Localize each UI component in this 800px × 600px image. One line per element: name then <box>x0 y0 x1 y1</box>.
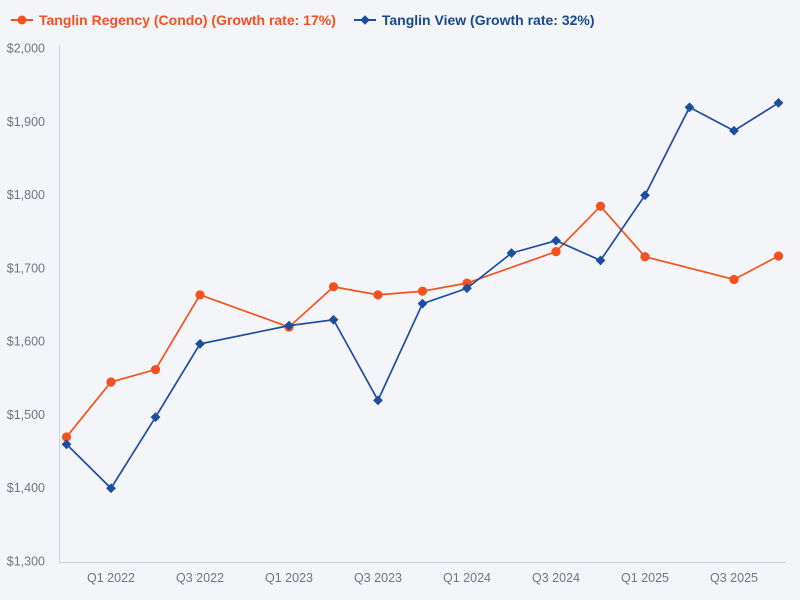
data-point-marker[interactable] <box>195 290 205 300</box>
data-point-marker[interactable] <box>684 102 695 113</box>
data-point-marker[interactable] <box>106 377 116 387</box>
data-point-marker[interactable] <box>417 298 428 309</box>
x-axis-tick-label: Q3 2022 <box>176 571 224 585</box>
y-axis-tick-label: $1,600 <box>7 335 45 349</box>
y-axis-tick-label: $1,400 <box>7 481 45 495</box>
y-axis-tick-label: $1,900 <box>7 115 45 129</box>
data-point-marker[interactable] <box>773 251 784 261</box>
data-point-marker[interactable] <box>640 252 650 262</box>
data-point-marker[interactable] <box>328 314 339 325</box>
x-axis-tick-label: Q3 2025 <box>710 571 758 585</box>
legend-item-tanglin-view[interactable]: Tanglin View (Growth rate: 32%) <box>353 10 595 30</box>
data-point-marker[interactable] <box>551 235 561 246</box>
line-circle-marker-icon <box>10 14 34 26</box>
y-axis-tick-label: $1,800 <box>7 188 45 202</box>
data-point-marker[interactable] <box>373 395 383 406</box>
series-line-0 <box>65 204 779 438</box>
x-axis-tick-label: Q3 2023 <box>354 571 402 585</box>
y-axis-tick-label: $1,300 <box>7 555 45 569</box>
x-axis-tick-label: Q1 2024 <box>443 571 491 585</box>
y-axis-tick-label: $2,000 <box>7 42 45 56</box>
line-diamond-marker-icon <box>353 14 377 26</box>
data-point-marker[interactable] <box>595 255 606 266</box>
series-line-1 <box>65 102 779 490</box>
chart-legend: Tanglin Regency (Condo) (Growth rate: 17… <box>10 10 595 30</box>
data-point-marker[interactable] <box>773 98 784 108</box>
data-point-marker[interactable] <box>328 282 339 292</box>
y-axis-tick-label: $1,500 <box>7 408 45 422</box>
data-point-marker[interactable] <box>506 248 517 258</box>
x-axis-tick-label: Q3 2024 <box>532 571 580 585</box>
data-point-marker[interactable] <box>595 201 606 211</box>
data-point-marker[interactable] <box>640 190 650 201</box>
x-axis-tick-label: Q1 2025 <box>621 571 669 585</box>
data-point-marker[interactable] <box>106 483 116 494</box>
data-point-marker[interactable] <box>61 432 72 442</box>
data-point-marker[interactable] <box>729 125 739 136</box>
legend-label: Tanglin Regency (Condo) (Growth rate: 17… <box>39 12 336 28</box>
data-point-marker[interactable] <box>150 412 161 423</box>
x-axis-tick-label: Q1 2023 <box>265 571 313 585</box>
data-point-marker[interactable] <box>284 320 294 331</box>
data-point-marker[interactable] <box>729 274 739 285</box>
legend-label: Tanglin View (Growth rate: 32%) <box>381 12 595 28</box>
data-point-marker[interactable] <box>462 283 472 294</box>
data-point-marker[interactable] <box>61 439 72 450</box>
data-point-marker[interactable] <box>150 364 161 375</box>
data-point-marker[interactable] <box>373 290 383 300</box>
data-point-marker[interactable] <box>551 247 561 257</box>
x-axis-tick-label: Q1 2022 <box>87 571 135 585</box>
data-point-marker[interactable] <box>417 286 428 296</box>
legend-item-tanglin-regency[interactable]: Tanglin Regency (Condo) (Growth rate: 17… <box>10 10 336 30</box>
data-point-marker[interactable] <box>195 339 205 349</box>
y-axis-tick-label: $1,700 <box>7 261 45 275</box>
